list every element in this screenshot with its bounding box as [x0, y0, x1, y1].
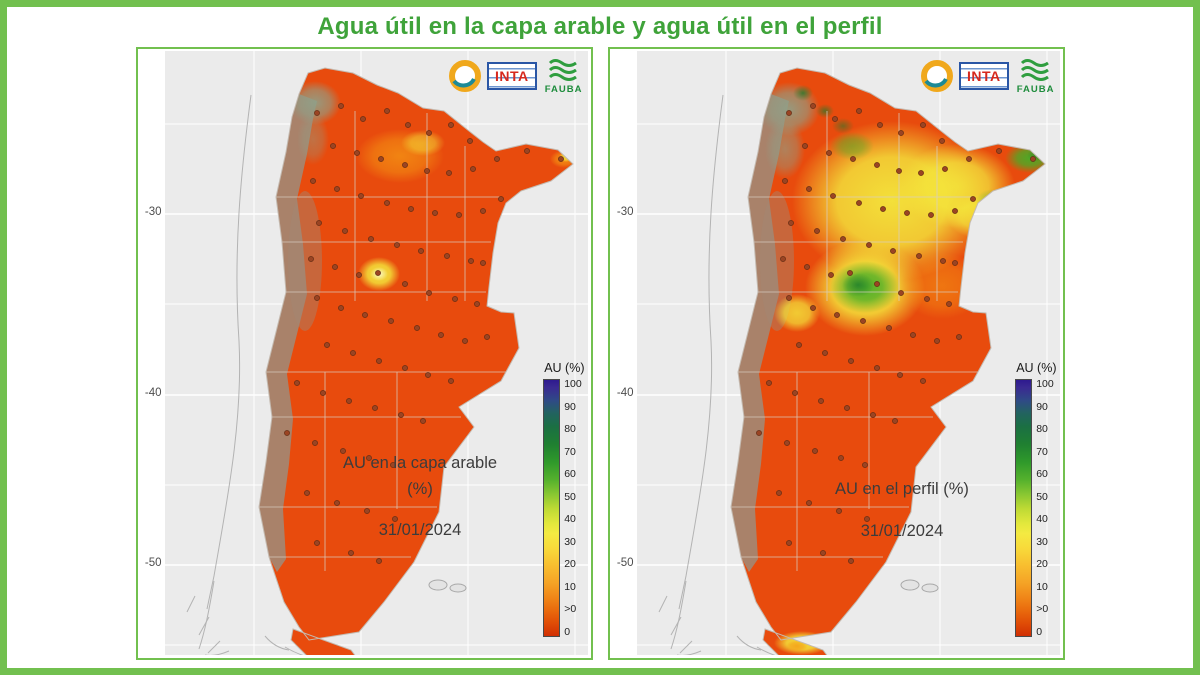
y-axis-tick: -30	[616, 206, 634, 218]
argentina-map	[165, 51, 588, 655]
y-axis-tick: -30	[144, 206, 162, 218]
legend-title: AU (%)	[544, 361, 585, 375]
legend-tick-label: 10	[1036, 580, 1048, 593]
legend-tick-label: 20	[564, 558, 576, 570]
legend-tick-label: 100	[1036, 378, 1054, 390]
legend-bar	[1015, 379, 1033, 637]
legend-tick-label: 0	[564, 625, 571, 638]
color-legend: AU (%) 100 90 80 70 60 50 40 30 20 10 >0 0	[1015, 361, 1057, 637]
y-axis-tick: -40	[616, 387, 634, 399]
legend-tick-label: 50	[564, 490, 576, 503]
y-axis-tick: -40	[144, 387, 162, 399]
caption-date: 31/01/2024	[860, 521, 944, 540]
fauba-waves-icon	[1020, 59, 1049, 81]
legend-tick-label: 70	[564, 445, 576, 458]
legend-tick-label: 80	[1036, 423, 1048, 435]
plot-area	[636, 51, 1060, 655]
map-panel-perfil: -30 -40 -50 INTA	[607, 47, 1065, 660]
plot-area	[164, 51, 588, 655]
inta-sun-icon	[920, 60, 953, 92]
legend-tick-label: 10	[564, 580, 576, 593]
legend-tick-label: 50	[1036, 490, 1048, 503]
y-axis-tick: -50	[144, 557, 162, 569]
legend-tick-label: 30	[564, 535, 576, 548]
legend-tick-label: >0	[564, 603, 577, 615]
inta-logo: INTA	[918, 57, 1009, 95]
logo-group: INTA FAUBA	[918, 57, 1055, 95]
legend-tick-label: 40	[1036, 513, 1048, 525]
inta-wordmark: INTA	[486, 62, 537, 90]
legend-ticks: 100 90 80 70 60 50 40 30 20 10 >0 0	[564, 379, 582, 637]
caption-text: AU en la capa arable (%)	[342, 454, 498, 498]
legend-tick-label: 90	[564, 400, 576, 413]
legend-tick-label: 100	[564, 378, 582, 390]
legend-tick-label: 90	[1036, 400, 1048, 413]
fauba-wordmark: FAUBA	[544, 84, 583, 95]
legend-tick-label: 60	[1036, 468, 1048, 480]
map-caption: AU en la capa arable (%) 31/01/2024	[338, 451, 503, 544]
legend-tick-label: 20	[1036, 558, 1048, 570]
inta-logo: INTA	[446, 57, 537, 95]
map-panels: -30 -40 -50 INTA	[7, 47, 1193, 660]
fauba-logo: FAUBA	[1017, 57, 1055, 95]
legend-tick-label: 80	[564, 423, 576, 435]
map-panel-capa-arable: -30 -40 -50 INTA	[135, 47, 593, 660]
logo-group: INTA FAUBA	[446, 57, 583, 95]
legend-title: AU (%)	[1016, 361, 1057, 375]
legend-tick-label: 60	[564, 468, 576, 480]
legend-tick-label: 70	[1036, 445, 1048, 458]
caption-date: 31/01/2024	[378, 521, 462, 540]
station-dots	[283, 103, 564, 564]
legend-tick-label: 40	[564, 513, 576, 525]
legend-tick-label: >0	[1036, 603, 1049, 615]
inta-sun-icon	[448, 60, 481, 92]
title-bar: Agua útil en la capa arable y agua útil …	[7, 7, 1193, 47]
legend-ticks: 100 90 80 70 60 50 40 30 20 10 >0 0	[1036, 379, 1054, 637]
fauba-wordmark: FAUBA	[1016, 84, 1055, 95]
inta-wordmark: INTA	[958, 62, 1009, 90]
fauba-logo: FAUBA	[545, 57, 583, 95]
page-title: Agua útil en la capa arable y agua útil …	[317, 13, 883, 40]
color-legend: AU (%) 100 90 80 70 60 50 40 30 20 10 >0 0	[543, 361, 585, 637]
map-caption: AU en el perfil (%) 31/01/2024	[795, 477, 1010, 544]
legend-bar	[543, 379, 561, 637]
legend-tick-label: 30	[1036, 535, 1048, 548]
fauba-waves-icon	[548, 59, 577, 81]
legend-tick-label: 0	[1036, 625, 1043, 638]
argentina-map	[637, 51, 1060, 655]
station-dots	[755, 103, 1036, 564]
caption-text: AU en el perfil (%)	[835, 480, 969, 498]
y-axis-tick: -50	[616, 557, 634, 569]
